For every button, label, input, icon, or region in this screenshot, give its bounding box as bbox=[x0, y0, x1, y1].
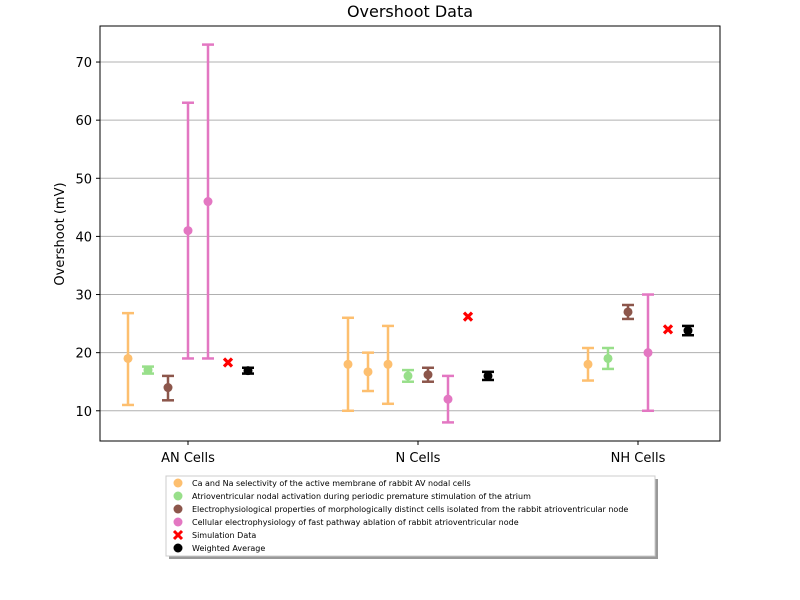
data-point bbox=[583, 359, 593, 369]
y-tick-label: 50 bbox=[75, 172, 92, 187]
data-point bbox=[403, 371, 413, 381]
grid-lines bbox=[100, 61, 720, 412]
legend-marker bbox=[173, 504, 183, 514]
simulation-point-stroke bbox=[222, 357, 234, 368]
data-point bbox=[683, 326, 693, 336]
data-point bbox=[363, 367, 373, 377]
simulation-point bbox=[462, 311, 474, 322]
data-point bbox=[203, 197, 213, 207]
data-point bbox=[483, 371, 493, 381]
x-axis: AN Cells N Cells NH Cells bbox=[161, 441, 666, 466]
y-tick-label: 40 bbox=[75, 230, 92, 245]
legend-marker bbox=[173, 478, 183, 488]
legend: Ca and Na selectivity of the active memb… bbox=[165, 475, 658, 559]
data-point bbox=[443, 394, 453, 404]
data-marks bbox=[122, 43, 694, 424]
y-axis-label: Overshoot (mV) bbox=[53, 182, 68, 285]
simulation-point-stroke bbox=[462, 311, 474, 322]
y-axis: 10 20 30 40 50 60 70 bbox=[75, 56, 100, 420]
legend-entry-label: Ca and Na selectivity of the active memb… bbox=[192, 479, 471, 488]
simulation-point bbox=[662, 324, 674, 335]
chart-title: Overshoot Data bbox=[347, 2, 473, 21]
simulation-point bbox=[222, 357, 234, 368]
data-point bbox=[243, 366, 253, 376]
legend-marker bbox=[173, 543, 183, 553]
y-tick-label: 20 bbox=[75, 347, 92, 362]
legend-box bbox=[165, 475, 656, 557]
legend-entry-label: Weighted Average bbox=[192, 544, 265, 553]
legend-marker bbox=[173, 517, 183, 527]
data-point bbox=[163, 383, 173, 393]
x-tick-label: AN Cells bbox=[161, 451, 215, 466]
y-tick-label: 70 bbox=[75, 56, 92, 71]
legend-marker-x bbox=[172, 529, 184, 541]
data-point bbox=[383, 359, 393, 369]
data-point bbox=[183, 226, 193, 236]
y-tick-label: 10 bbox=[75, 405, 92, 420]
x-tick-label: N Cells bbox=[396, 451, 441, 466]
legend-marker-stroke bbox=[172, 529, 184, 541]
plot-area-frame bbox=[99, 25, 721, 442]
x-tick-label: NH Cells bbox=[611, 451, 666, 466]
data-point bbox=[343, 359, 353, 369]
simulation-point-stroke bbox=[662, 324, 674, 335]
legend-entry-label: Simulation Data bbox=[192, 531, 256, 540]
legend-entry-label: Electrophysiological properties of morph… bbox=[192, 505, 628, 514]
data-point bbox=[423, 370, 433, 380]
y-tick-label: 60 bbox=[75, 114, 92, 129]
data-point bbox=[123, 353, 133, 363]
y-tick-label: 30 bbox=[75, 289, 92, 304]
legend-entry-label: Atrioventricular nodal activation during… bbox=[192, 492, 531, 501]
data-point bbox=[143, 365, 153, 375]
legend-marker bbox=[173, 491, 183, 501]
data-point bbox=[623, 307, 633, 317]
data-point bbox=[643, 348, 653, 358]
legend-entry-label: Cellular electrophysiology of fast pathw… bbox=[192, 518, 519, 527]
data-point bbox=[603, 353, 613, 363]
